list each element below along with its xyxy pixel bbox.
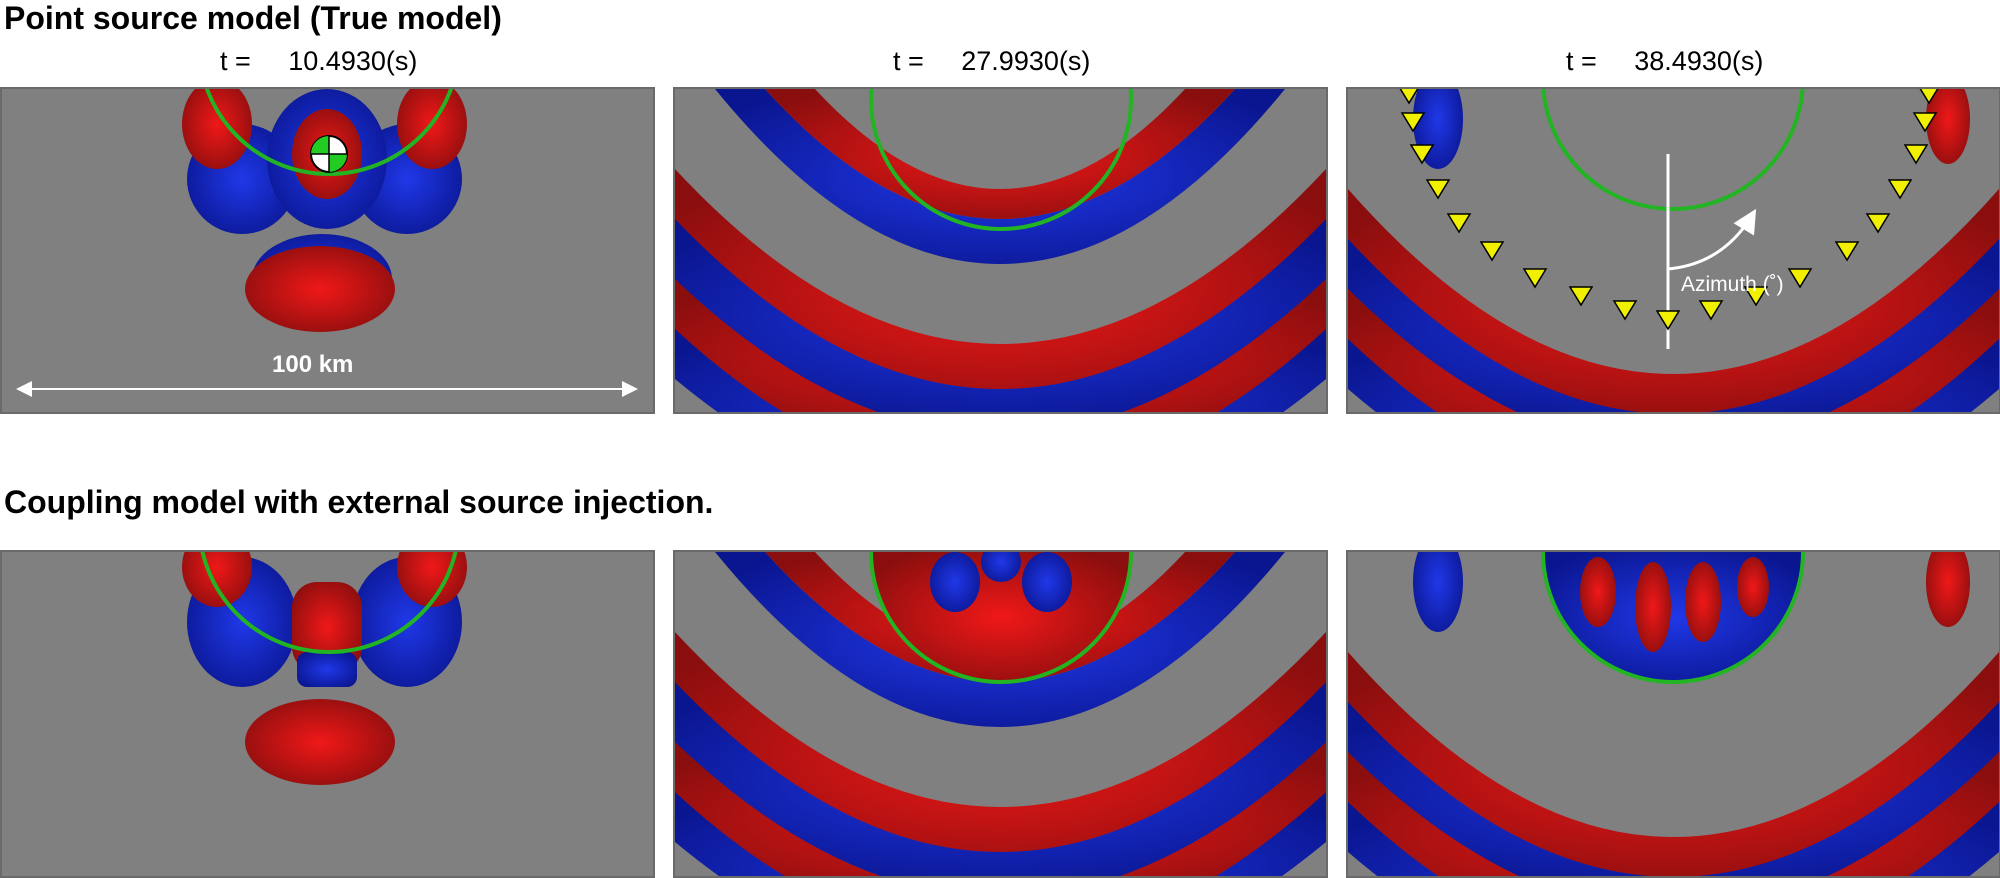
station-icon [1787, 268, 1813, 289]
station-icon [1400, 112, 1426, 133]
wavefield-panel-coupling-t1 [0, 550, 655, 878]
scale-bar-label: 100 km [272, 351, 354, 378]
time-label-3: t = 38.4930(s) [1566, 46, 1764, 76]
station-icon [1912, 112, 1938, 133]
row-title-coupling-model: Coupling model with external source inje… [4, 484, 714, 520]
time-label-1: t = 10.4930(s) [220, 46, 418, 76]
station-icon [1399, 89, 1419, 105]
wavefield-panel-true-t1: 100 km [0, 87, 655, 414]
station-array [1399, 89, 1939, 331]
wavefield-panel-coupling-t3 [1346, 550, 2000, 878]
wavefield-panel-true-t2 [673, 87, 1328, 414]
wavefield-panel-true-t3: Azimuth (˚) [1346, 87, 2000, 414]
station-icon [1409, 144, 1435, 165]
station-icon [1903, 144, 1929, 165]
station-icon [1425, 179, 1451, 200]
station-icon [1568, 286, 1594, 307]
station-icon [1887, 179, 1913, 200]
station-icon [1446, 213, 1472, 234]
station-icon [1919, 89, 1939, 105]
station-icon [1865, 213, 1891, 234]
station-icon [1479, 241, 1505, 262]
station-icon [1743, 286, 1769, 307]
station-icon [1522, 268, 1548, 289]
row-title-true-model: Point source model (True model) [4, 0, 502, 36]
station-icon [1612, 300, 1638, 321]
station-icon [1834, 241, 1860, 262]
time-label-2: t = 27.9930(s) [893, 46, 1091, 76]
azimuth-label: Azimuth (˚) [1681, 273, 1784, 296]
wavefield-panel-coupling-t2 [673, 550, 1328, 878]
station-icon [1655, 310, 1681, 331]
station-icon [1698, 300, 1724, 321]
